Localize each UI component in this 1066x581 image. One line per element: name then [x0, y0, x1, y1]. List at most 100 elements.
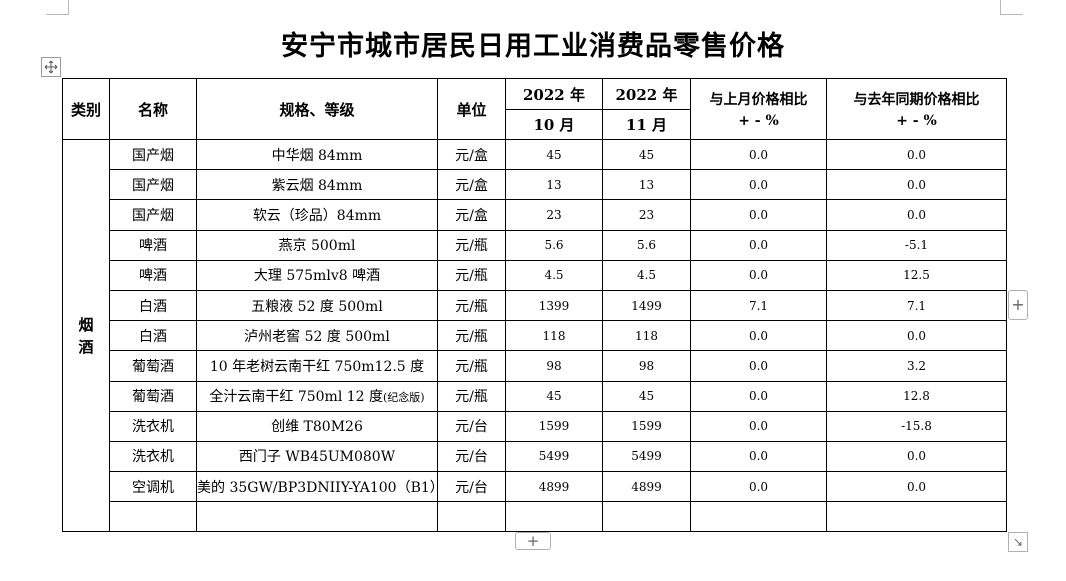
month-change-cell[interactable]: 0.0 [690, 350, 827, 382]
year-change-cell[interactable]: 7.1 [826, 289, 1007, 322]
year-change-cell[interactable]: 0.0 [826, 138, 1007, 171]
month-change-cell[interactable]: 0.0 [690, 169, 827, 201]
november-price-cell[interactable]: 1599 [602, 410, 691, 442]
product-name-cell-text: 国产烟 [132, 147, 174, 164]
unit-cell[interactable]: 元/盒 [437, 199, 506, 231]
product-name-cell[interactable]: 葡萄酒 [109, 380, 197, 412]
month-change-cell[interactable]: 0.0 [690, 138, 827, 171]
year-change-cell[interactable]: 12.5 [826, 259, 1007, 291]
month-change-cell[interactable]: 0.0 [690, 259, 827, 291]
header-yoy: 与去年同期价格相比 + - % [826, 78, 1007, 140]
month-change-cell[interactable]: 0.0 [690, 199, 827, 231]
add-column-button[interactable]: + [515, 532, 551, 550]
year-change-cell[interactable]: -5.1 [826, 229, 1007, 261]
november-price-cell[interactable]: 45 [602, 138, 691, 171]
month-change-cell[interactable]: 7.1 [690, 289, 827, 322]
header-month-1: 10 月 [505, 109, 603, 140]
month-change-cell[interactable]: 0.0 [690, 320, 827, 352]
product-name-cell[interactable]: 葡萄酒 [109, 350, 197, 382]
month-change-cell[interactable]: 0.0 [690, 229, 827, 261]
product-name-cell[interactable]: 洗衣机 [109, 440, 197, 473]
product-name-cell[interactable]: 啤酒 [109, 229, 197, 261]
year-change-cell[interactable]: 0.0 [826, 169, 1007, 201]
unit-cell[interactable]: 元/瓶 [437, 320, 506, 352]
october-price-cell[interactable]: 45 [505, 138, 603, 171]
october-price-cell[interactable]: 5.6 [505, 229, 603, 261]
october-price-cell[interactable]: 45 [505, 380, 603, 412]
empty-cell[interactable] [505, 501, 603, 533]
year-change-cell[interactable]: -15.8 [826, 410, 1007, 442]
unit-cell[interactable]: 元/盒 [437, 169, 506, 201]
product-name-cell[interactable]: 洗衣机 [109, 410, 197, 442]
product-name-cell[interactable]: 空调机 [109, 471, 197, 503]
november-price-cell-text: 45 [638, 147, 655, 162]
unit-cell[interactable]: 元/台 [437, 471, 506, 503]
november-price-cell[interactable]: 23 [602, 199, 691, 231]
spec-cell[interactable]: 西门子 WB45UM080W [196, 440, 438, 473]
add-row-button[interactable]: + [1008, 290, 1028, 320]
october-price-cell[interactable]: 98 [505, 350, 603, 382]
year-change-cell[interactable]: 0.0 [826, 440, 1007, 473]
month-change-cell[interactable]: 0.0 [690, 380, 827, 412]
table-move-handle[interactable] [41, 57, 61, 77]
october-price-cell[interactable]: 4.5 [505, 259, 603, 291]
product-name-cell[interactable]: 国产烟 [109, 169, 197, 201]
october-price-cell[interactable]: 1399 [505, 289, 603, 322]
october-price-cell[interactable]: 13 [505, 169, 603, 201]
empty-cell[interactable] [602, 501, 691, 533]
month-change-cell[interactable]: 0.0 [690, 471, 827, 503]
spec-cell[interactable]: 泸州老窖 52 度 500ml [196, 320, 438, 352]
product-name-cell[interactable]: 啤酒 [109, 259, 197, 291]
unit-cell[interactable]: 元/台 [437, 440, 506, 473]
spec-cell[interactable]: 五粮液 52 度 500ml [196, 289, 438, 322]
november-price-cell[interactable]: 118 [602, 320, 691, 352]
spec-cell[interactable]: 大理 575mlv8 啤酒 [196, 259, 438, 291]
spec-cell[interactable]: 全汁云南干红 750ml 12 度(纪念版) [196, 380, 438, 412]
product-name-cell[interactable]: 白酒 [109, 289, 197, 322]
unit-cell[interactable]: 元/瓶 [437, 229, 506, 261]
spec-cell[interactable]: 燕京 500ml [196, 229, 438, 261]
november-price-cell[interactable]: 5499 [602, 440, 691, 473]
product-name-cell[interactable]: 国产烟 [109, 199, 197, 231]
october-price-cell[interactable]: 4899 [505, 471, 603, 503]
spec-cell[interactable]: 美的 35GW/BP3DNIIY-YA100（B1） [196, 471, 438, 503]
product-name-cell-text: 洗衣机 [132, 449, 174, 466]
year-change-cell[interactable]: 0.0 [826, 471, 1007, 503]
unit-cell[interactable]: 元/瓶 [437, 350, 506, 382]
spec-cell[interactable]: 10 年老树云南干红 750m12.5 度 [196, 350, 438, 382]
month-change-cell[interactable]: 0.0 [690, 440, 827, 473]
november-price-cell[interactable]: 98 [602, 350, 691, 382]
month-change-cell[interactable]: 0.0 [690, 410, 827, 442]
november-price-cell[interactable]: 1499 [602, 289, 691, 322]
october-price-cell[interactable]: 23 [505, 199, 603, 231]
november-price-cell[interactable]: 4899 [602, 471, 691, 503]
empty-cell[interactable] [437, 501, 506, 533]
year-change-cell[interactable]: 12.8 [826, 380, 1007, 412]
year-change-cell[interactable]: 0.0 [826, 320, 1007, 352]
product-name-cell[interactable]: 白酒 [109, 320, 197, 352]
year-change-cell[interactable]: 3.2 [826, 350, 1007, 382]
november-price-cell[interactable]: 5.6 [602, 229, 691, 261]
spec-cell[interactable]: 软云（珍品）84mm [196, 199, 438, 231]
unit-cell[interactable]: 元/瓶 [437, 380, 506, 412]
spec-cell[interactable]: 中华烟 84mm [196, 138, 438, 171]
unit-cell[interactable]: 元/盒 [437, 138, 506, 171]
year-change-cell[interactable]: 0.0 [826, 199, 1007, 231]
product-name-cell[interactable]: 国产烟 [109, 138, 197, 171]
empty-cell[interactable] [196, 501, 438, 533]
table-resize-handle[interactable]: ↘ [1008, 532, 1028, 552]
november-price-cell[interactable]: 13 [602, 169, 691, 201]
october-price-cell[interactable]: 118 [505, 320, 603, 352]
empty-cell[interactable] [826, 501, 1007, 533]
october-price-cell[interactable]: 1599 [505, 410, 603, 442]
unit-cell[interactable]: 元/瓶 [437, 259, 506, 291]
empty-cell[interactable] [109, 501, 197, 533]
spec-cell[interactable]: 紫云烟 84mm [196, 169, 438, 201]
unit-cell[interactable]: 元/瓶 [437, 289, 506, 322]
unit-cell[interactable]: 元/台 [437, 410, 506, 442]
november-price-cell[interactable]: 45 [602, 380, 691, 412]
october-price-cell[interactable]: 5499 [505, 440, 603, 473]
empty-cell[interactable] [690, 501, 827, 533]
spec-cell[interactable]: 创维 T80M26 [196, 410, 438, 442]
november-price-cell[interactable]: 4.5 [602, 259, 691, 291]
